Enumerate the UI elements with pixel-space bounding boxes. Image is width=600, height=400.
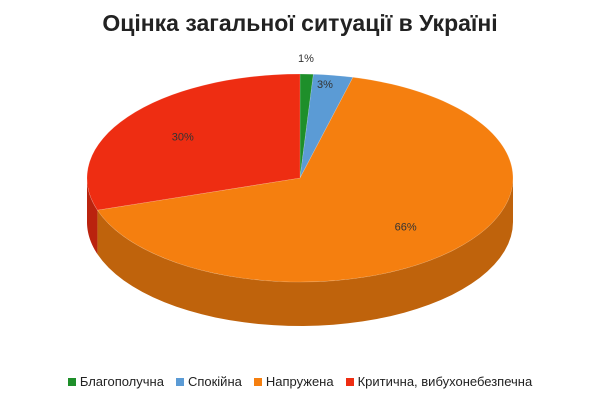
pie-slice-спокійна: [299, 73, 354, 179]
data-label-благополучна: 1%: [298, 53, 314, 65]
legend-label: Благополучна: [79, 374, 164, 389]
pie-side-напружена: [97, 178, 514, 326]
legend-swatch: [67, 377, 76, 386]
pie-side-критична-вибухонебезпечна: [87, 178, 98, 255]
data-label-спокійна: 3%: [317, 79, 333, 91]
legend-item-благополучна: Благополучна: [67, 374, 164, 389]
chart-legend: Благополучна Спокійна Напружена Критична, в…: [0, 374, 600, 389]
pie-slice-критична-вибухонебезпечна: [86, 73, 301, 211]
pie-slices: [86, 73, 514, 283]
pie-sides: [87, 178, 514, 326]
pie-slice-благополучна: [299, 73, 314, 179]
legend-item-критична-вибухонебезпечна: Критична, вибухонебезпечна: [345, 374, 533, 389]
data-label-напружена: 66%: [395, 221, 417, 233]
legend-swatch: [175, 377, 184, 386]
pie-slice-напружена: [96, 76, 514, 283]
legend-swatch: [253, 377, 262, 386]
data-label-критична-вибухонебезпечна: 30%: [172, 131, 194, 143]
chart-title: Оцінка загальної ситуації в Україні: [102, 10, 498, 36]
legend-swatch: [345, 377, 354, 386]
legend-item-напружена: Напружена: [253, 374, 334, 389]
legend-label: Критична, вибухонебезпечна: [357, 374, 533, 389]
legend-label: Напружена: [265, 374, 334, 389]
legend-item-спокійна: Спокійна: [175, 374, 242, 389]
legend-label: Спокійна: [187, 374, 242, 389]
pie-data-labels: 1% 3% 66% 30%: [172, 53, 417, 233]
